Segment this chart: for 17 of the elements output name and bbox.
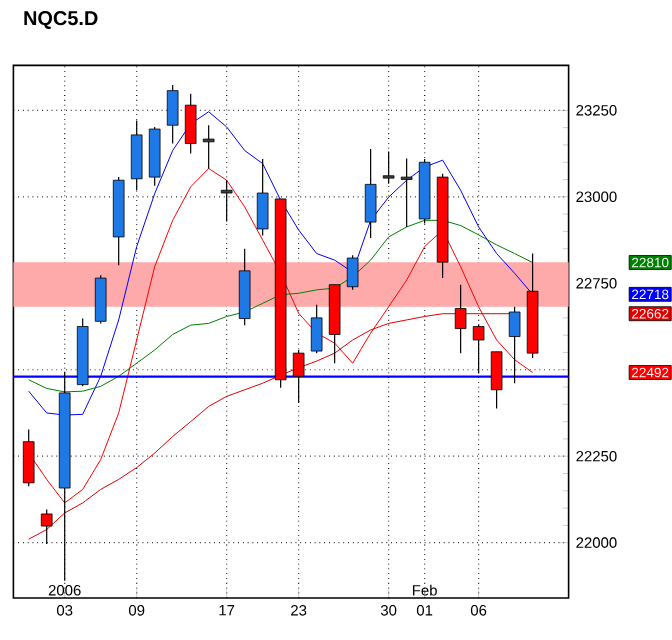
candlestick [256, 158, 269, 237]
candlestick [292, 349, 305, 404]
candlestick [508, 306, 521, 384]
candlestick [364, 148, 377, 239]
candlestick [454, 284, 467, 354]
line-series [28, 219, 534, 393]
candlestick [94, 274, 107, 324]
chart-title: NQC5.D [24, 11, 98, 29]
candlestick [238, 248, 251, 326]
candlestick [490, 351, 503, 410]
candlestick [382, 150, 395, 185]
candlestick [310, 304, 323, 354]
candlestick [400, 157, 413, 228]
candlestick [202, 124, 215, 170]
candlestick [220, 179, 233, 222]
candlestick [130, 119, 143, 191]
candlestick [346, 254, 359, 291]
